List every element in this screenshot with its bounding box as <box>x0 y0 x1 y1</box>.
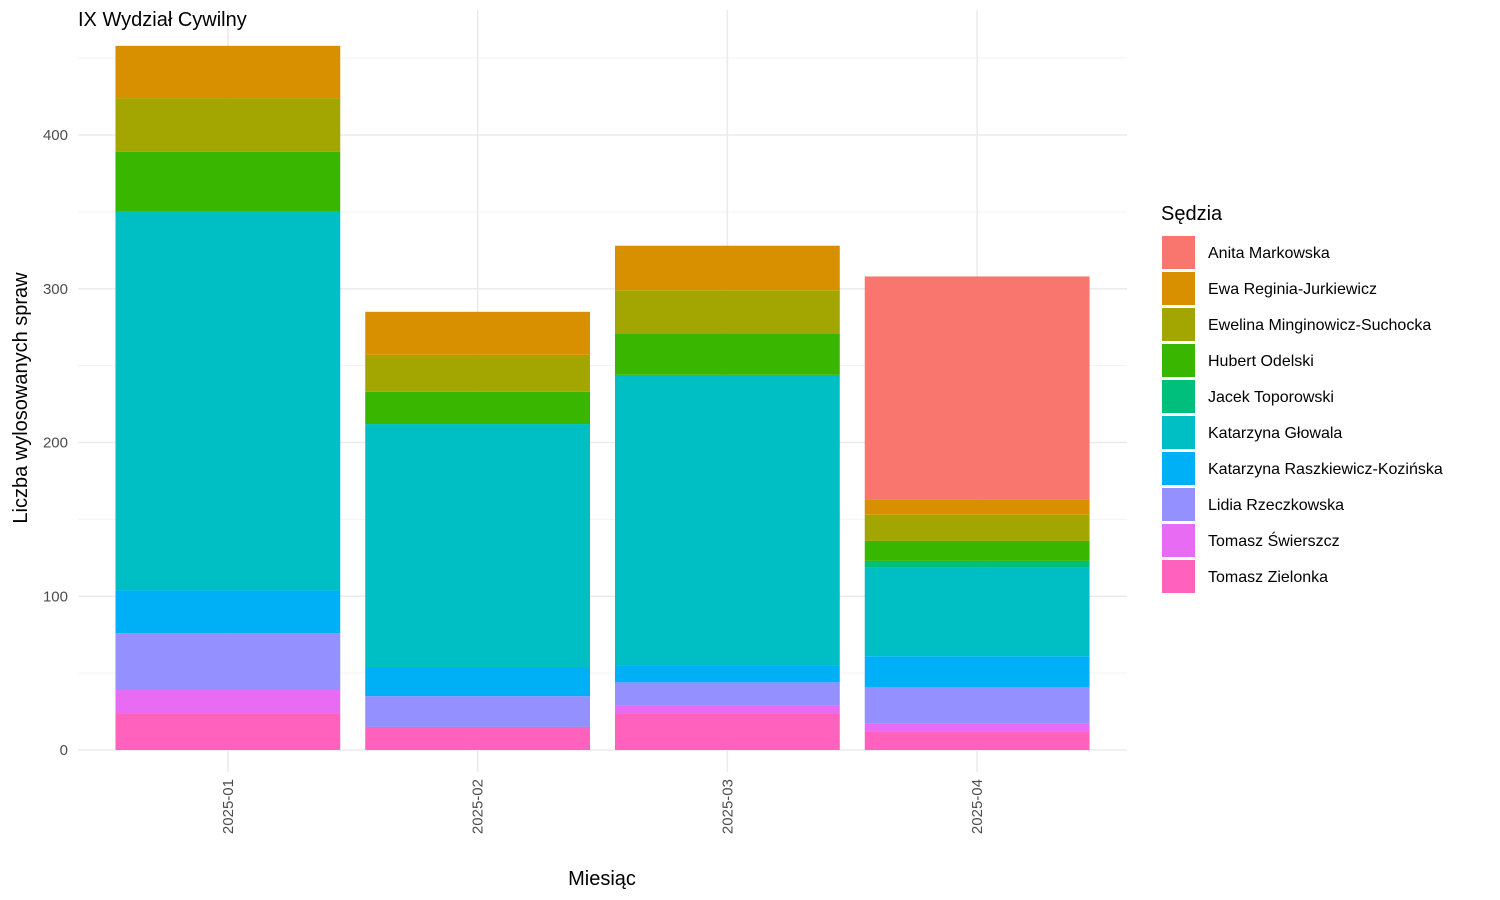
bar-segment <box>864 656 1090 687</box>
legend: Sędzia Anita Markowska Ewa Reginia-Jurkie… <box>1161 203 1443 593</box>
bar-segment <box>864 514 1090 541</box>
bar-segment <box>365 354 591 392</box>
legend-item: Ewelina Minginowicz-Suchocka <box>1162 308 1431 341</box>
legend-label: Katarzyna Raszkiewicz-Kozińska <box>1208 461 1443 478</box>
legend-label: Hubert Odelski <box>1208 353 1314 370</box>
legend-label: Ewelina Minginowicz-Suchocka <box>1208 317 1431 334</box>
bar-segment <box>115 45 341 99</box>
legend-item: Katarzyna Raszkiewicz-Kozińska <box>1162 452 1443 485</box>
legend-label: Ewa Reginia-Jurkiewicz <box>1208 281 1377 298</box>
legend-key <box>1162 488 1195 521</box>
legend-item: Hubert Odelski <box>1162 344 1314 377</box>
legend-key <box>1162 416 1195 449</box>
y-tick-label: 100 <box>43 588 68 605</box>
bar-segment <box>864 567 1090 657</box>
y-axis-title: Liczba wylosowanych spraw <box>10 272 32 524</box>
bar-segment <box>365 696 591 727</box>
y-tick-label: 300 <box>43 281 68 298</box>
y-tick-label: 200 <box>43 435 68 452</box>
legend-key <box>1162 452 1195 485</box>
legend-item: Katarzyna Głowala <box>1162 416 1342 449</box>
bar-segment <box>614 713 840 750</box>
bar-stack-2025-01 <box>115 45 341 750</box>
legend-item: Anita Markowska <box>1162 236 1330 269</box>
y-tick-label: 400 <box>43 127 68 144</box>
bar-segment <box>614 682 840 706</box>
x-tick-label: 2025-03 <box>719 779 736 834</box>
legend-item: Lidia Rzeczkowska <box>1162 488 1344 521</box>
bar-stack-2025-04 <box>864 276 1090 750</box>
bar-segment <box>115 713 341 750</box>
bar-segment <box>614 290 840 334</box>
bar-segment <box>365 424 591 667</box>
bar-segment <box>864 723 1090 732</box>
bar-segment <box>115 590 341 634</box>
bar-segment <box>365 666 591 697</box>
legend-label: Tomasz Zielonka <box>1208 569 1328 586</box>
legend-key <box>1162 236 1195 269</box>
legend-label: Anita Markowska <box>1208 245 1330 262</box>
bar-stack-2025-03 <box>614 245 840 750</box>
bar-segment <box>365 726 591 750</box>
bar-segment <box>864 276 1090 500</box>
bar-segment <box>864 499 1090 515</box>
bar-segment <box>614 665 840 683</box>
legend-item: Ewa Reginia-Jurkiewicz <box>1162 272 1377 305</box>
bar-segment <box>864 686 1090 724</box>
bar-segment <box>115 211 341 591</box>
legend-item: Tomasz Świerszcz <box>1162 524 1340 557</box>
x-tick-label: 2025-02 <box>470 779 487 834</box>
bar-stack-2025-02 <box>365 311 591 750</box>
bar-segment <box>864 540 1090 561</box>
bar-segment <box>365 391 591 425</box>
y-tick-label: 0 <box>60 742 68 759</box>
legend-label: Tomasz Świerszcz <box>1208 531 1340 550</box>
bar-segment <box>614 705 840 714</box>
y-axis: 0 100 200 300 400 <box>43 127 68 759</box>
legend-label: Lidia Rzeczkowska <box>1208 497 1344 514</box>
legend-label: Jacek Toporowski <box>1208 389 1334 406</box>
bar-segment <box>614 333 840 375</box>
x-axis: 2025-01 2025-02 2025-03 2025-04 <box>220 779 986 834</box>
bars <box>115 45 1090 750</box>
legend-label: Katarzyna Głowala <box>1208 425 1342 442</box>
bar-segment <box>115 690 341 714</box>
legend-title: Sędzia <box>1161 203 1223 225</box>
legend-item: Jacek Toporowski <box>1162 380 1334 413</box>
chart-title: IX Wydział Cywilny <box>78 9 247 31</box>
x-axis-title: Miesiąc <box>568 868 636 890</box>
bar-segment <box>115 151 341 212</box>
legend-key <box>1162 272 1195 305</box>
bar-segment <box>115 633 341 691</box>
bar-segment <box>365 311 591 355</box>
bar-segment <box>614 245 840 291</box>
legend-key <box>1162 560 1195 593</box>
bar-segment <box>864 560 1090 568</box>
legend-key <box>1162 380 1195 413</box>
legend-key <box>1162 524 1195 557</box>
legend-key <box>1162 308 1195 341</box>
legend-key <box>1162 344 1195 377</box>
bar-segment <box>614 374 840 666</box>
bar-segment <box>115 98 341 152</box>
legend-item: Tomasz Zielonka <box>1162 560 1328 593</box>
bar-segment <box>864 731 1090 750</box>
x-tick-label: 2025-04 <box>969 779 986 834</box>
x-tick-label: 2025-01 <box>220 779 237 834</box>
